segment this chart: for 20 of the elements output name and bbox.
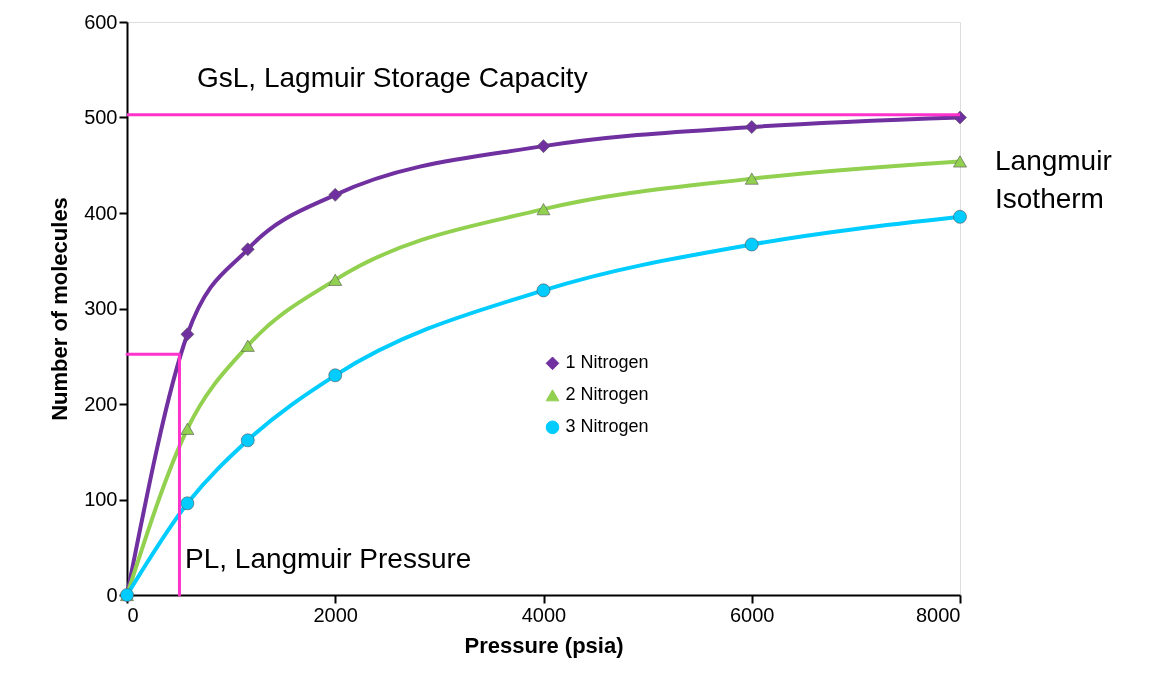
y-axis-title: Number of molecules bbox=[47, 197, 73, 421]
x-tick-label: 8000 bbox=[916, 603, 961, 626]
y-tick-label: 200 bbox=[84, 392, 118, 415]
y-tick-label: 500 bbox=[84, 106, 118, 128]
annotation: PL, Langmuir Pressure bbox=[185, 543, 472, 574]
text: Langmuir Isotherm bbox=[995, 145, 1112, 214]
legend-label: 1 Nitrogen bbox=[565, 352, 649, 373]
x-tick-label: 6000 bbox=[730, 603, 775, 626]
x-tick-label: 0 bbox=[127, 603, 139, 626]
legend-label: 3 Nitrogen bbox=[565, 416, 649, 437]
x-tick-label: 2000 bbox=[313, 603, 358, 626]
y-tick-label: 600 bbox=[84, 10, 118, 33]
x-tick-label: 4000 bbox=[521, 603, 567, 626]
y-tick-label: 0 bbox=[106, 583, 118, 606]
x-axis-title: Pressure (psia) bbox=[464, 632, 624, 658]
legend-label: 2 Nitrogen bbox=[565, 384, 649, 405]
y-tick-label: 100 bbox=[84, 488, 118, 510]
y-tick-label: 300 bbox=[84, 297, 118, 319]
ref-line-label: GsL, Lagmuir Storage Capacity bbox=[197, 61, 588, 93]
y-tick-label: 400 bbox=[84, 201, 118, 224]
